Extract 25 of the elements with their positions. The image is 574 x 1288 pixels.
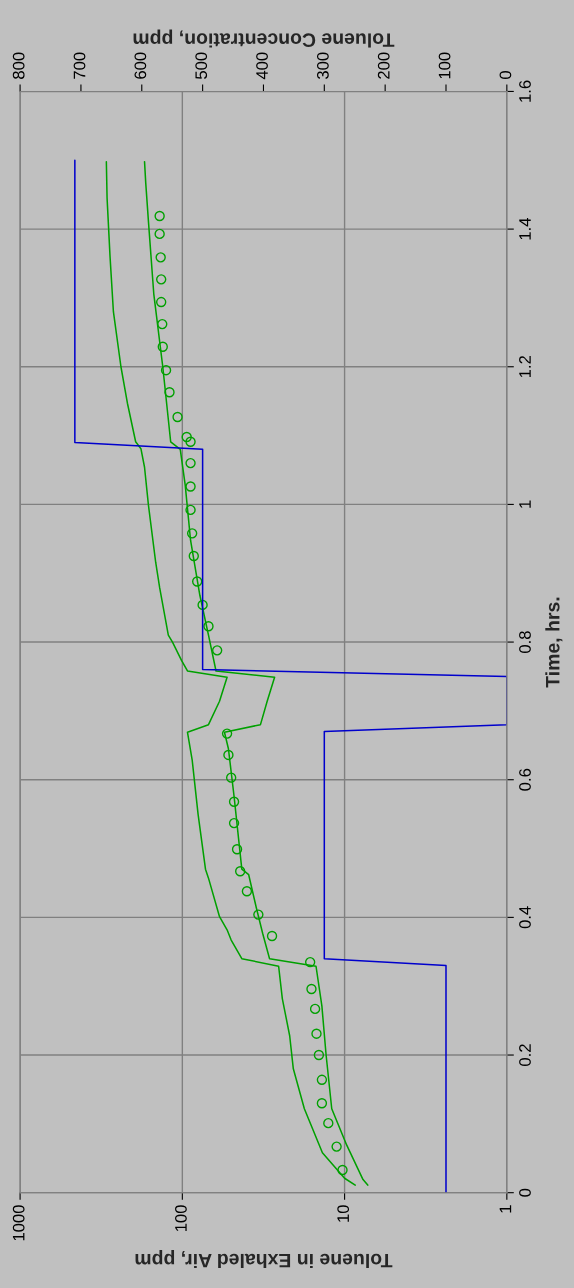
y-axis-title: Time, hrs.: [545, 597, 563, 688]
y-tick-label: 0.8: [519, 631, 531, 653]
x2-tick-label: 400: [256, 52, 268, 80]
x2-tick-label: 200: [377, 52, 390, 79]
x-tick-label: 100: [175, 1205, 187, 1232]
x2-tick-label: 500: [195, 52, 208, 79]
y-tick-label: 1.4: [519, 218, 531, 240]
y-tick-label: 1.6: [519, 80, 531, 102]
y-tick-label: 0: [519, 1188, 531, 1197]
y-tick-label: 0.2: [519, 1044, 531, 1066]
x2-axis-title: Toluene Concentration, ppm: [133, 29, 395, 48]
x-tick-label: 1: [499, 1205, 512, 1213]
x2-tick-label: 600: [134, 52, 147, 79]
x2-tick-label: 800: [12, 52, 25, 79]
x-tick-label: 1000: [12, 1205, 25, 1241]
y-tick-label: 0.6: [519, 768, 531, 791]
x2-tick-label: 700: [73, 52, 86, 79]
y-tick-label: 1: [519, 500, 531, 508]
x2-tick-label: 100: [438, 52, 451, 79]
x-tick-label: 10: [337, 1205, 350, 1222]
x-axis-title: Toluene in Exhaled Air, ppm: [135, 1249, 393, 1269]
x2-tick-label: 300: [316, 52, 329, 80]
y-tick-label: 1.2: [519, 356, 531, 378]
x2-tick-label: 0: [499, 71, 512, 79]
y-tick-label: 0.4: [519, 906, 531, 929]
